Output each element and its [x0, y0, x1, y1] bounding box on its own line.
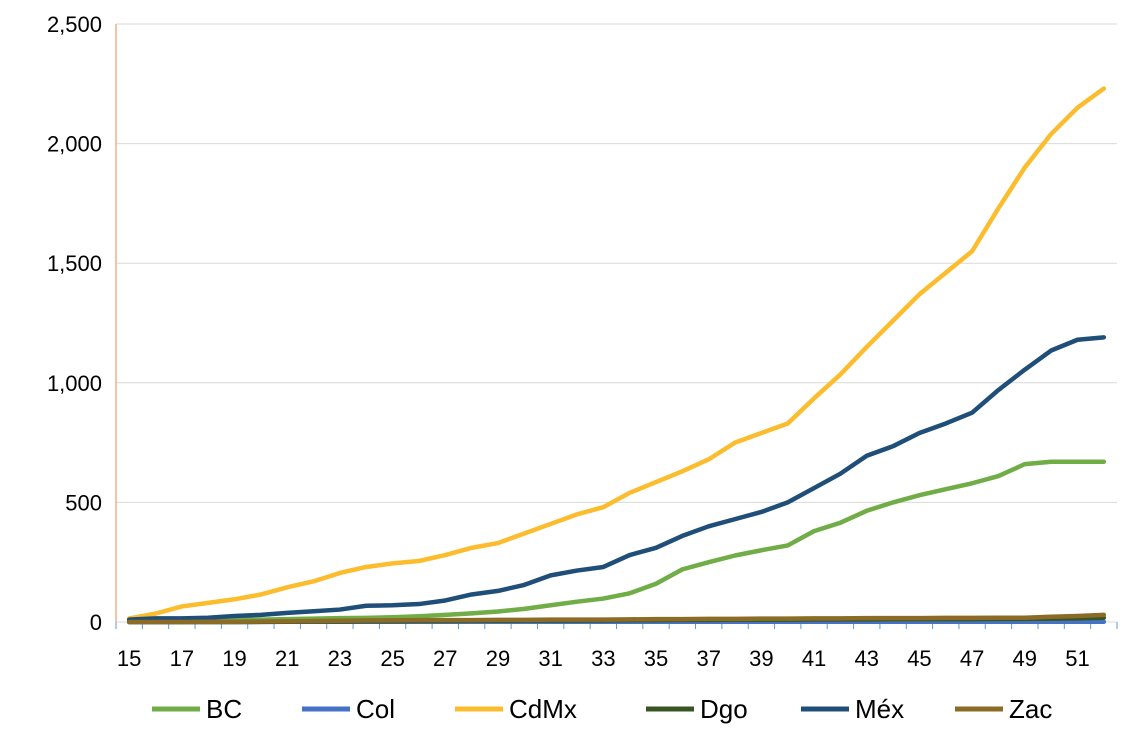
legend: BC Col CdMx Dgo Méx Zac — [152, 694, 1052, 724]
legend-label: BC — [206, 694, 242, 724]
y-tick-label: 1,000 — [47, 371, 102, 396]
y-tick-label: 0 — [90, 610, 102, 635]
series-line-cdmx — [126, 86, 1107, 621]
x-tick-label: 29 — [486, 646, 510, 671]
x-axis-tick-labels: 15 17 19 21 23 25 27 29 31 33 35 37 39 41 43 45 47 49 51 — [117, 646, 1090, 671]
x-tick-label: 49 — [1013, 646, 1037, 671]
legend-label: Dgo — [700, 694, 748, 724]
x-tick-label: 41 — [802, 646, 826, 671]
series-line-bc — [126, 459, 1107, 624]
x-tick-label: 51 — [1065, 646, 1089, 671]
x-tick-label: 17 — [170, 646, 194, 671]
x-tick-label: 35 — [644, 646, 668, 671]
x-tick-label: 27 — [433, 646, 457, 671]
x-tick-label: 45 — [907, 646, 931, 671]
x-tick-label: 19 — [222, 646, 246, 671]
x-tick-label: 21 — [275, 646, 299, 671]
y-tick-label: 2,500 — [47, 12, 102, 37]
series-lines — [126, 86, 1107, 625]
y-axis-tick-labels: 0 500 1,000 1,500 2,000 2,500 — [47, 12, 102, 635]
legend-label: Col — [356, 694, 395, 724]
gridlines — [116, 23, 1117, 503]
x-tick-label: 37 — [696, 646, 720, 671]
x-tick-label: 33 — [591, 646, 615, 671]
x-tick-label: 15 — [117, 646, 141, 671]
x-tick-label: 43 — [855, 646, 879, 671]
y-tick-label: 1,500 — [47, 251, 102, 276]
legend-label: Zac — [1009, 694, 1052, 724]
y-tick-label: 2,000 — [47, 132, 102, 157]
legend-label: Méx — [855, 694, 904, 724]
x-tick-label: 23 — [328, 646, 352, 671]
legend-label: CdMx — [509, 694, 577, 724]
series-line-zac — [126, 612, 1107, 625]
x-tick-label: 25 — [380, 646, 404, 671]
x-tick-label: 39 — [749, 646, 773, 671]
x-tick-label: 47 — [960, 646, 984, 671]
x-tick-label: 31 — [538, 646, 562, 671]
y-tick-label: 500 — [65, 490, 102, 515]
series-line-méx — [126, 335, 1107, 622]
